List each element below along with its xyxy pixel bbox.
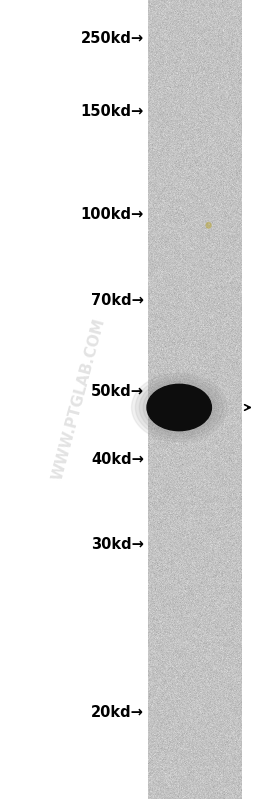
Ellipse shape bbox=[139, 379, 219, 436]
Ellipse shape bbox=[143, 382, 215, 433]
Ellipse shape bbox=[147, 384, 211, 431]
Text: 40kd→: 40kd→ bbox=[91, 452, 144, 467]
Text: 150kd→: 150kd→ bbox=[81, 105, 144, 119]
Bar bbox=[242, 0, 280, 799]
Ellipse shape bbox=[206, 222, 211, 229]
Ellipse shape bbox=[132, 373, 227, 442]
Ellipse shape bbox=[136, 376, 223, 439]
Text: 30kd→: 30kd→ bbox=[91, 538, 144, 552]
Bar bbox=[0, 0, 148, 799]
Text: 50kd→: 50kd→ bbox=[91, 384, 144, 399]
Text: WWW.PTGLAB.COM: WWW.PTGLAB.COM bbox=[50, 317, 107, 482]
Text: 100kd→: 100kd→ bbox=[81, 207, 144, 221]
Text: 20kd→: 20kd→ bbox=[91, 706, 144, 720]
Text: 70kd→: 70kd→ bbox=[91, 293, 144, 308]
Text: 250kd→: 250kd→ bbox=[81, 31, 144, 46]
